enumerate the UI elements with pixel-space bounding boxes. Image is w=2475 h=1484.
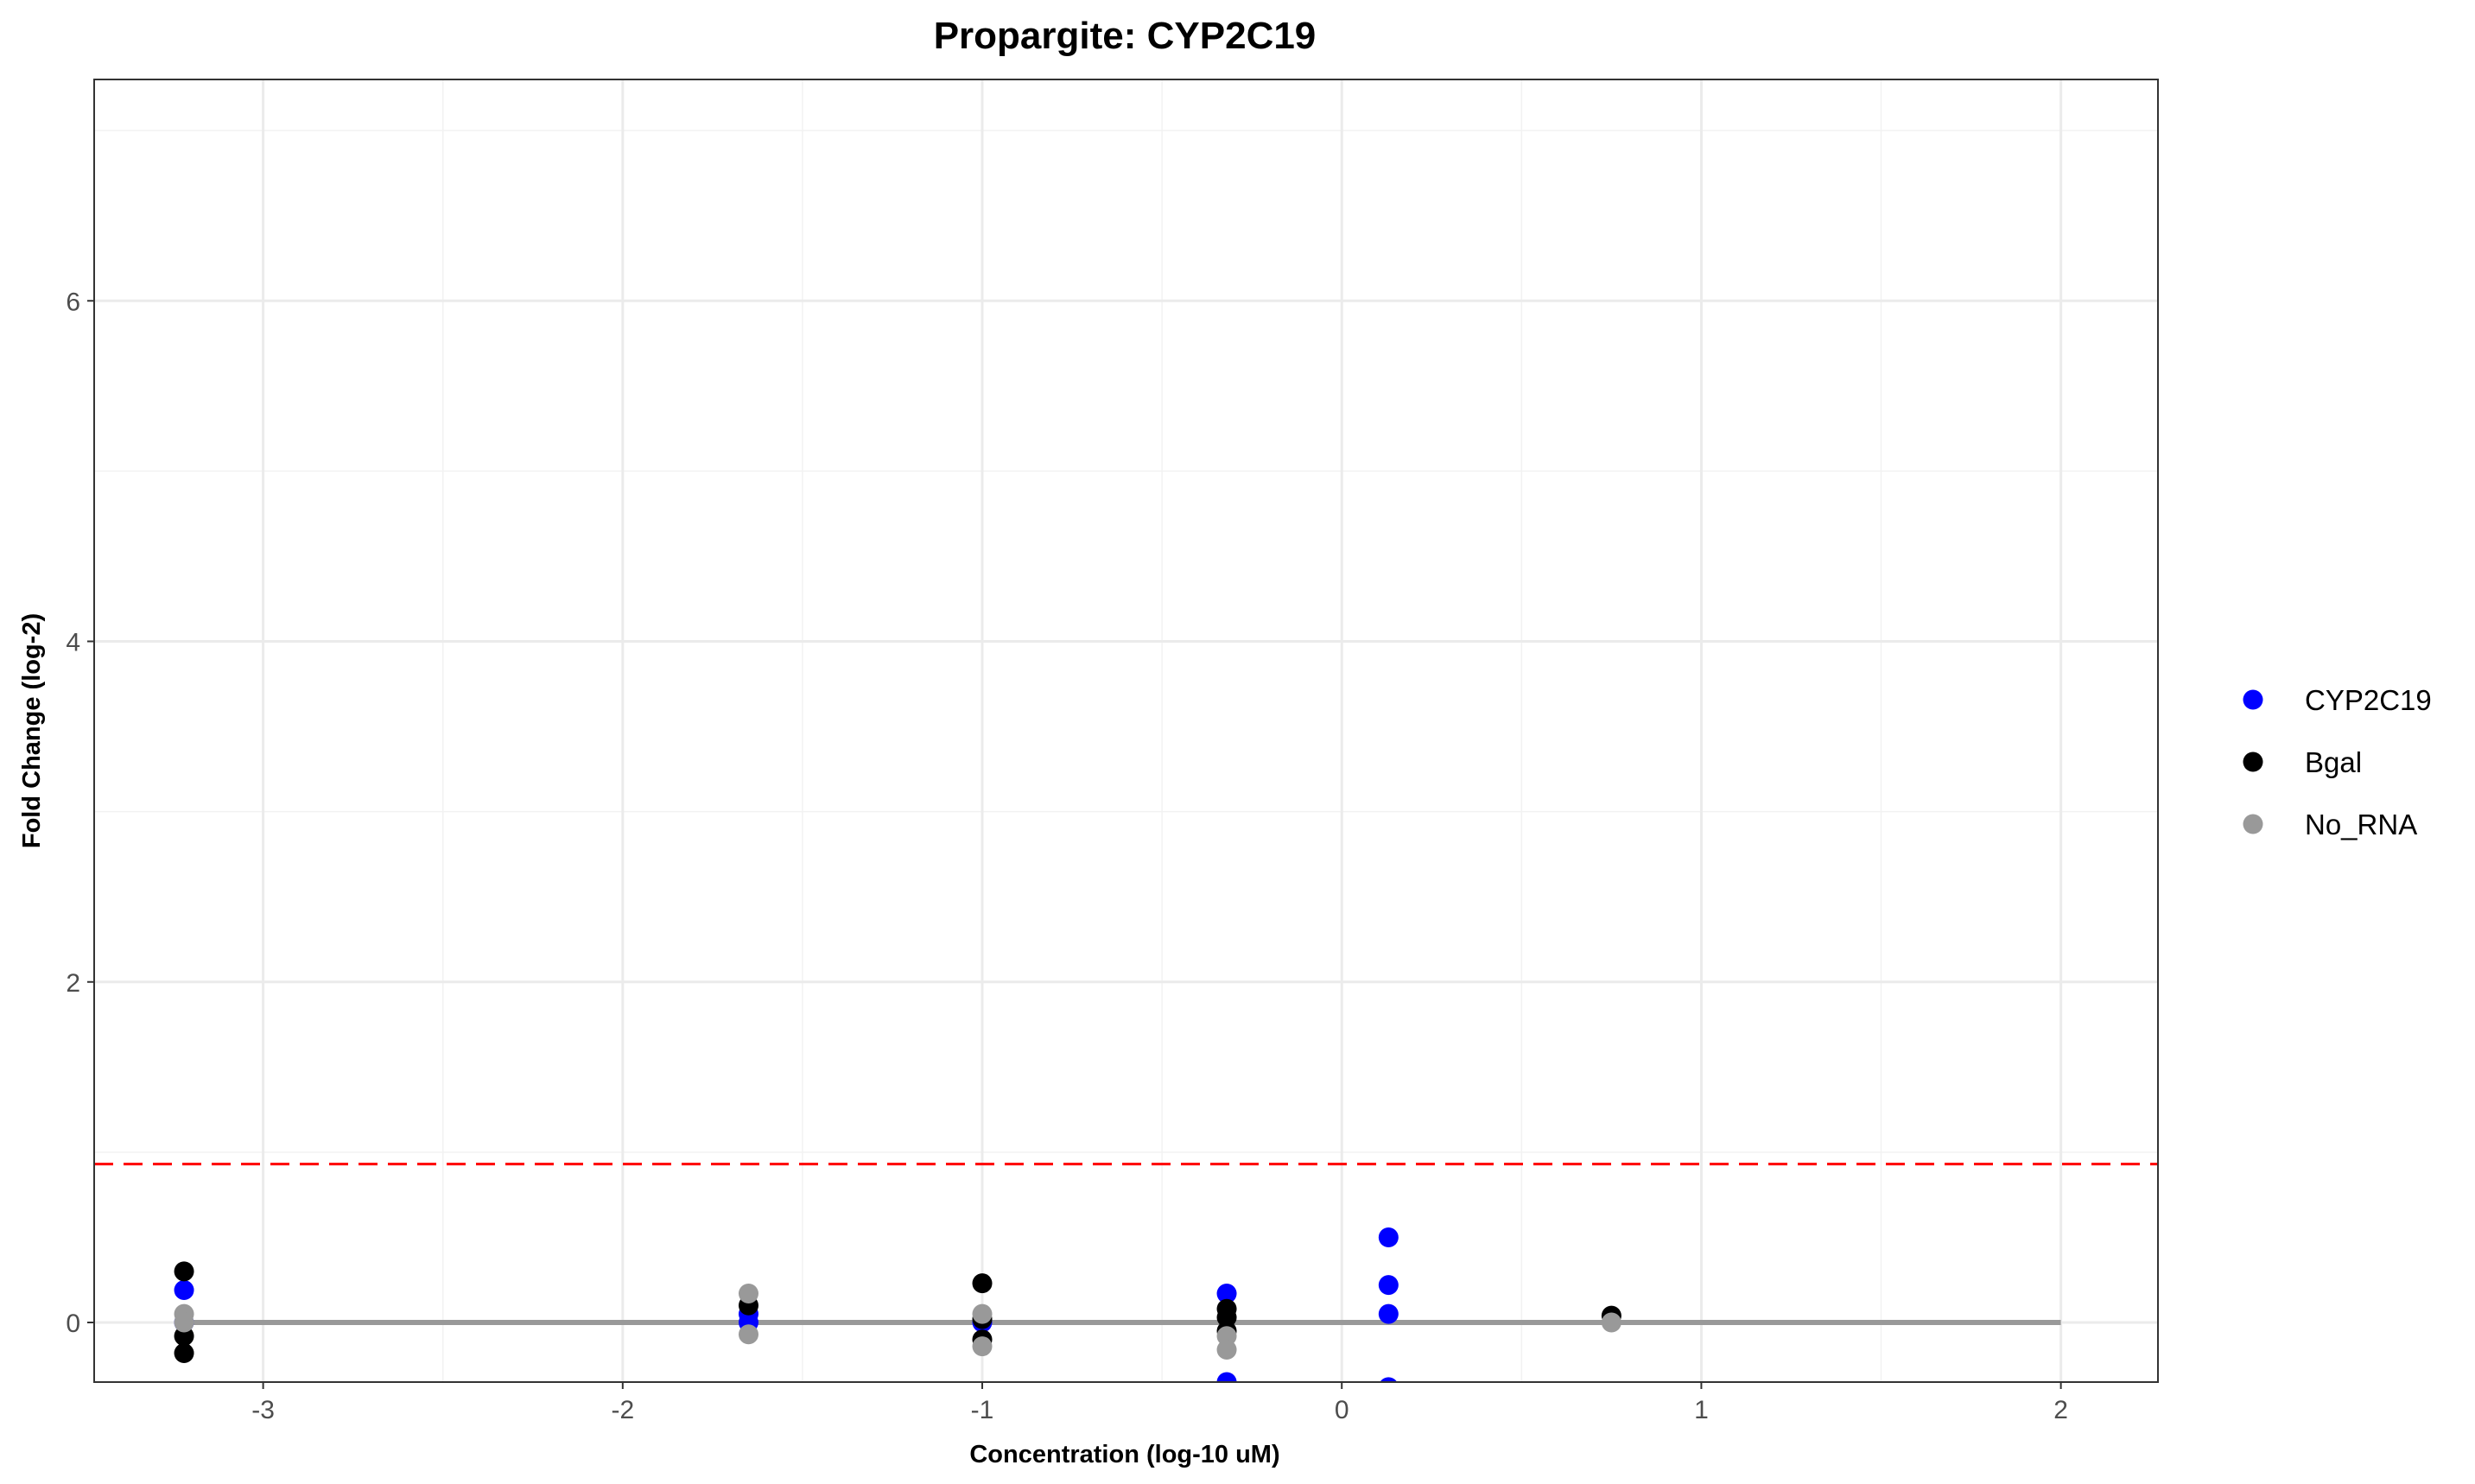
data-point-cyp2c19 bbox=[1378, 1227, 1399, 1247]
axes: -3 -2 -1 0 1 2 0 2 4 6 bbox=[66, 288, 2068, 1424]
data-point-cyp2c19 bbox=[1378, 1275, 1399, 1296]
point-group bbox=[174, 1227, 1621, 1382]
data-points bbox=[174, 1227, 1621, 1382]
legend: CYP2C19 Bgal No_RNA bbox=[2243, 684, 2432, 840]
data-point-no-rna bbox=[1601, 1312, 1621, 1333]
y-tick-label: 0 bbox=[66, 1310, 80, 1338]
data-point-no-rna bbox=[972, 1303, 993, 1324]
data-point-no-rna bbox=[738, 1283, 758, 1303]
data-point-cyp2c19 bbox=[1216, 1283, 1237, 1303]
data-point-no-rna bbox=[738, 1324, 758, 1345]
data-point-bgal bbox=[174, 1326, 194, 1347]
data-point-no-rna bbox=[972, 1336, 993, 1357]
y-tick-label: 4 bbox=[66, 629, 80, 657]
x-tick-label: 1 bbox=[1694, 1396, 1709, 1424]
legend-key-cyp2c19 bbox=[2243, 689, 2263, 710]
x-axis-title: Concentration (log-10 uM) bbox=[969, 1441, 1279, 1468]
legend-key-no-rna bbox=[2243, 814, 2263, 834]
legend-key-bgal bbox=[2243, 752, 2263, 772]
y-tick-label: 6 bbox=[66, 288, 80, 316]
y-tick-label: 2 bbox=[66, 969, 80, 998]
data-point-no-rna bbox=[174, 1312, 194, 1333]
chart-title: Propargite: CYP2C19 bbox=[934, 15, 1317, 57]
data-point-bgal bbox=[174, 1261, 194, 1282]
data-point-cyp2c19 bbox=[1216, 1372, 1237, 1382]
data-point-cyp2c19 bbox=[1378, 1303, 1399, 1324]
data-point-bgal bbox=[972, 1273, 993, 1294]
data-point-cyp2c19 bbox=[174, 1280, 194, 1301]
data-point-bgal bbox=[1216, 1307, 1237, 1328]
data-point-bgal bbox=[174, 1342, 194, 1363]
data-point-cyp2c19 bbox=[1380, 1377, 1398, 1382]
x-tick-label: 2 bbox=[2053, 1396, 2068, 1424]
x-tick-label: -1 bbox=[971, 1396, 994, 1424]
y-axis-title: Fold Change (log-2) bbox=[18, 613, 46, 848]
legend-label: Bgal bbox=[2305, 746, 2362, 778]
x-tick-label: -3 bbox=[251, 1396, 275, 1424]
legend-label: CYP2C19 bbox=[2305, 684, 2432, 716]
data-point-no-rna bbox=[1216, 1340, 1237, 1360]
x-tick-label: 0 bbox=[1335, 1396, 1349, 1424]
plot-panel bbox=[94, 79, 2158, 1382]
x-tick-label: -2 bbox=[611, 1396, 634, 1424]
plot-border bbox=[93, 79, 2159, 1383]
reference-lines bbox=[94, 1163, 2158, 1326]
data-point-no-rna bbox=[1216, 1326, 1237, 1347]
legend-label: No_RNA bbox=[2305, 809, 2417, 840]
